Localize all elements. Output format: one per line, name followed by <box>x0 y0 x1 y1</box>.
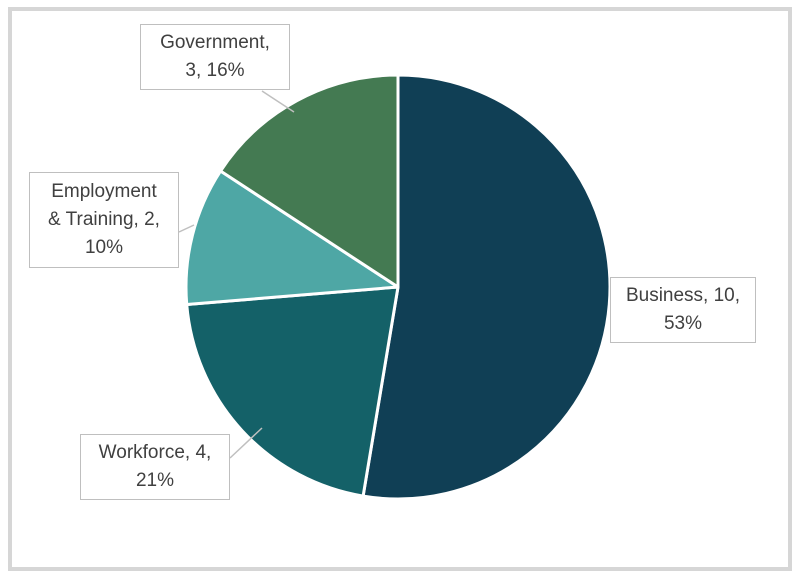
data-label-line: 21% <box>135 470 175 491</box>
leader-line <box>229 427 263 459</box>
data-label-line: 10% <box>84 237 124 258</box>
leader-lines <box>178 90 295 459</box>
data-label-line: Workforce, 4, <box>98 442 212 463</box>
pie-slice-government <box>219 73 400 289</box>
pie-slice-employment-training <box>184 169 400 307</box>
data-label-line: Government, <box>160 32 270 53</box>
pie-slices <box>184 73 612 501</box>
data-label-line: 53% <box>663 313 703 334</box>
leader-line <box>178 224 195 233</box>
data-label-line: & Training, 2, <box>48 209 160 230</box>
pie-slice-business <box>361 73 612 501</box>
data-label-line: Business, 10, <box>625 285 741 306</box>
leader-line <box>261 90 295 113</box>
data-label-business: Business, 10, 53% <box>610 277 756 343</box>
pie-slice-workforce <box>185 285 400 498</box>
data-label-line: 3, 16% <box>185 60 245 81</box>
data-label-line: Employment <box>51 181 157 202</box>
data-label-employment-training: Employment & Training, 2, 10% <box>29 172 179 268</box>
data-label-government: Government, 3, 16% <box>140 24 290 90</box>
data-label-workforce: Workforce, 4, 21% <box>80 434 230 500</box>
